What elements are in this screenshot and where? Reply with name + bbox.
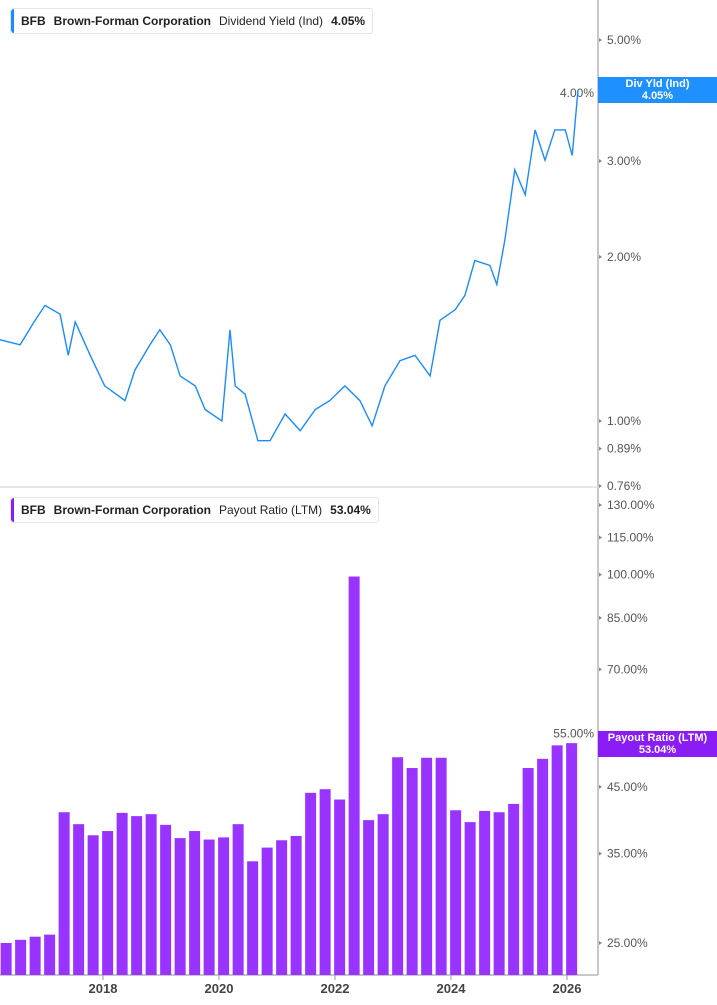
- y-tick-label: 100.00%: [607, 568, 655, 582]
- y-tick-mark: [599, 38, 602, 43]
- payout-bar: [276, 840, 288, 975]
- yield-legend: BFB Brown-Forman Corporation Dividend Yi…: [10, 8, 374, 34]
- y-tick-label: 0.76%: [607, 479, 641, 493]
- y-tick-mark: [599, 941, 602, 945]
- y-tick-mark: [599, 615, 602, 620]
- payout-bar: [508, 803, 520, 975]
- y-tick-mark: [599, 784, 602, 789]
- y-tick-label: 115.00%: [607, 531, 654, 545]
- payout-bar: [319, 789, 331, 975]
- payout-bar: [406, 768, 418, 975]
- payout-bar: [131, 816, 143, 975]
- payout-legend: BFB Brown-Forman Corporation Payout Rati…: [10, 497, 379, 523]
- legend-company: Brown-Forman Corporation: [53, 14, 211, 28]
- y-tick-mark: [599, 483, 602, 488]
- y-tick-label: 35.00%: [607, 847, 648, 861]
- payout-bar: [479, 810, 491, 975]
- payout-bar: [58, 812, 70, 975]
- payout-bar: [464, 822, 476, 975]
- x-tick-label: 2026: [553, 981, 582, 996]
- yield-value-tag: Div Yld (Ind) 4.05%: [598, 77, 717, 103]
- payout-bar: [261, 847, 273, 975]
- payout-bar: [377, 814, 389, 975]
- y-tick-mark: [599, 851, 602, 856]
- legend-company: Brown-Forman Corporation: [53, 503, 211, 517]
- payout-bar: [174, 838, 186, 975]
- y-tick-label: 2.00%: [607, 250, 641, 264]
- payout-bar: [493, 812, 505, 975]
- payout-bar: [160, 824, 172, 975]
- payout-bar: [29, 936, 41, 975]
- payout-value-tag: Payout Ratio (LTM) 53.04%: [598, 731, 717, 757]
- payout-bar: [392, 757, 404, 975]
- y-tick-label: 25.00%: [607, 936, 648, 950]
- y-tick-label: 130.00%: [607, 498, 655, 512]
- y-tick-mark: [599, 419, 602, 423]
- payout-bar: [189, 831, 201, 975]
- payout-bar: [247, 861, 259, 975]
- y-tick-mark: [599, 667, 602, 672]
- y-tick-mark: [599, 572, 602, 577]
- legend-value: 4.05%: [331, 14, 366, 28]
- x-tick-label: 2018: [89, 981, 118, 996]
- payout-bar: [421, 757, 433, 975]
- legend-color-bar: [11, 9, 14, 33]
- y-tick-label: 1.00%: [607, 414, 641, 428]
- x-tick-label: 2022: [321, 981, 350, 996]
- payout-bar: [305, 792, 317, 975]
- payout-bar: [87, 835, 99, 975]
- y-tick-mark: [599, 254, 602, 259]
- dividend-yield-line: [0, 89, 579, 442]
- payout-bar: [450, 810, 462, 975]
- payout-bar: [44, 934, 56, 975]
- payout-bar: [334, 799, 346, 975]
- payout-bar: [102, 831, 114, 975]
- legend-value: 53.04%: [330, 503, 371, 517]
- legend-metric: Payout Ratio (LTM): [219, 503, 323, 517]
- tag-value: 4.05%: [641, 90, 674, 102]
- payout-bar: [551, 745, 563, 975]
- legend-ticker: BFB: [21, 14, 46, 28]
- legend-color-bar: [11, 498, 14, 522]
- y-tick-label: 55.00%: [553, 727, 594, 741]
- x-tick-label: 2024: [437, 981, 467, 996]
- payout-bar: [203, 839, 215, 975]
- y-tick-label: 0.89%: [607, 442, 641, 456]
- legend-metric: Dividend Yield (Ind): [219, 14, 324, 28]
- payout-bar: [363, 820, 375, 975]
- tag-label: Div Yld (Ind): [625, 78, 690, 90]
- y-tick-label: 5.00%: [607, 33, 641, 47]
- payout-bar: [73, 824, 85, 975]
- payout-bar: [218, 837, 230, 975]
- y-tick-label: 70.00%: [607, 662, 648, 676]
- payout-bar: [0, 943, 12, 975]
- tag-label: Payout Ratio (LTM): [607, 732, 708, 744]
- y-tick-mark: [599, 535, 602, 540]
- payout-bar: [566, 743, 578, 975]
- y-tick-label: 3.00%: [607, 154, 641, 168]
- x-tick-label: 2020: [205, 981, 234, 996]
- payout-bar: [232, 824, 244, 975]
- payout-bar: [348, 576, 360, 975]
- payout-bar: [15, 939, 27, 975]
- legend-ticker: BFB: [21, 503, 46, 517]
- tag-value: 53.04%: [638, 744, 677, 756]
- y-tick-label: 45.00%: [607, 780, 648, 794]
- y-tick-mark: [599, 446, 602, 451]
- payout-bar: [435, 757, 447, 975]
- y-tick-mark: [599, 502, 602, 507]
- payout-bar: [537, 758, 549, 975]
- payout-bar: [290, 835, 302, 975]
- payout-bar: [145, 814, 157, 975]
- payout-bar: [116, 812, 128, 975]
- payout-bar: [522, 768, 534, 975]
- y-tick-label: 85.00%: [607, 611, 648, 625]
- y-tick-mark: [599, 158, 602, 163]
